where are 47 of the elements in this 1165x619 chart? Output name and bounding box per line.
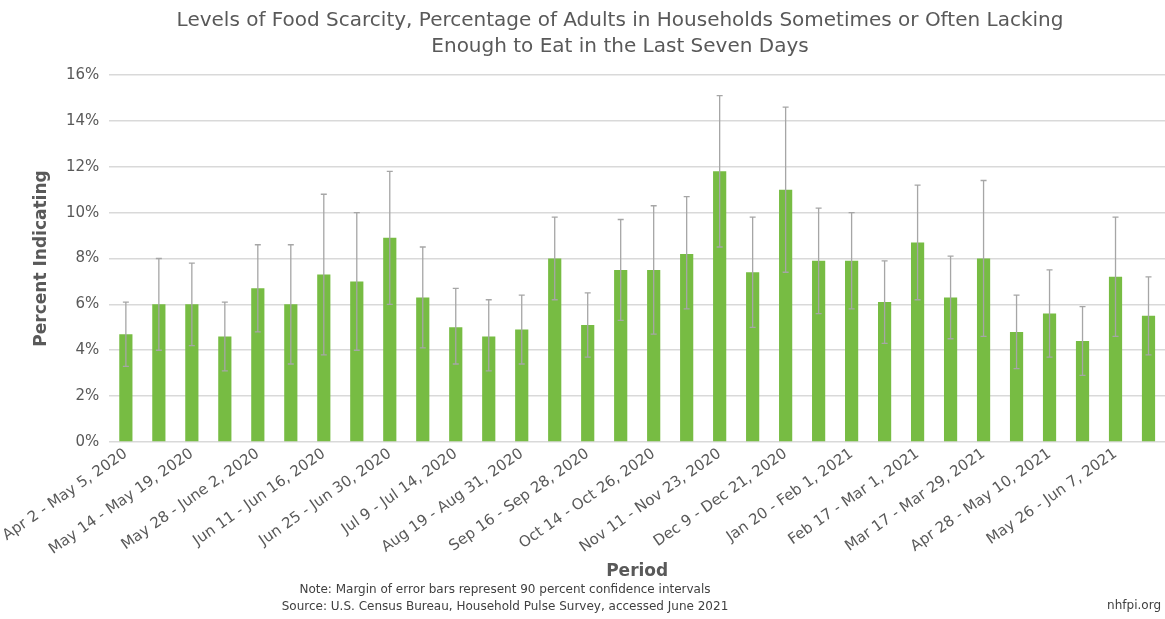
y-tick-label: 2% <box>75 385 100 404</box>
bar <box>548 258 562 442</box>
bar <box>119 334 133 442</box>
bar <box>713 171 727 442</box>
bar <box>1042 313 1057 442</box>
bar <box>779 189 793 442</box>
y-tick-label: 8% <box>75 248 100 267</box>
bar <box>218 336 232 442</box>
bar <box>976 258 991 442</box>
y-tick-label: 10% <box>66 202 100 221</box>
bar <box>185 304 199 442</box>
text: Note: Margin of error bars represent 90 percent confidence intervals <box>298 582 712 596</box>
bar <box>614 269 628 442</box>
bar <box>284 304 298 442</box>
y-tick-label: 6% <box>75 294 100 313</box>
bar <box>943 297 958 442</box>
bar <box>449 327 463 442</box>
bar <box>1108 276 1123 442</box>
bar <box>251 288 265 442</box>
bar <box>482 336 496 442</box>
bar <box>647 269 661 442</box>
bar <box>845 260 859 442</box>
chart-title: Levels of Food Scarcity, Percentage of Adults in Households Sometimes or Often Lacking Enough to Eat in the Last Seven Days <box>175 6 1065 58</box>
bar <box>416 297 430 442</box>
text: nhfpi.org <box>1107 598 1161 612</box>
bar <box>317 274 331 442</box>
bar <box>812 260 826 442</box>
bar <box>515 329 529 442</box>
bar <box>1009 331 1024 442</box>
bar <box>680 253 694 442</box>
x-axis-title: Period <box>606 560 669 581</box>
bar <box>878 302 892 442</box>
y-tick-label: 4% <box>75 340 100 359</box>
bar <box>152 304 166 442</box>
bar <box>581 325 595 442</box>
y-tick-label: 16% <box>66 64 100 83</box>
y-axis-title: Percent Indicating <box>30 170 51 347</box>
y-tick-label: 12% <box>66 156 100 175</box>
bar <box>350 281 364 442</box>
bar <box>1141 315 1156 442</box>
y-tick-label: 14% <box>66 110 100 129</box>
y-tick-label: 0% <box>75 431 100 450</box>
bar <box>746 272 760 442</box>
bar <box>910 242 925 442</box>
bar <box>383 237 397 442</box>
source-note: Source: U.S. Census Bureau, Household Pulse Survey, accessed June 2021 <box>280 599 730 613</box>
bar <box>1075 341 1090 442</box>
